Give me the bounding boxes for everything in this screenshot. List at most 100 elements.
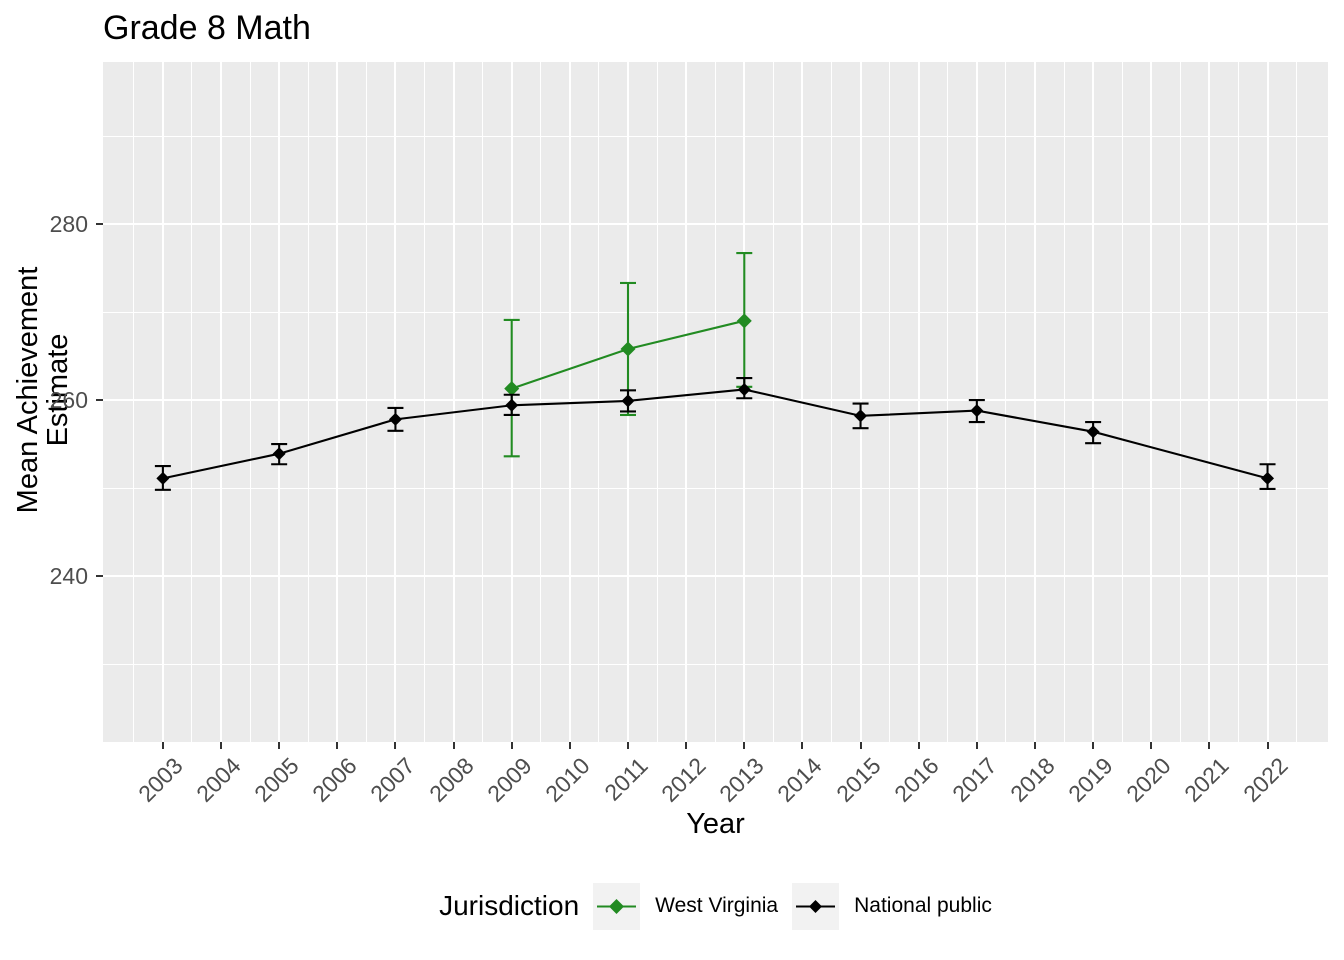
x-major-gridline (1150, 62, 1153, 742)
series-line-national-public (162, 388, 1268, 480)
data-point-national-public-2009 (505, 398, 519, 412)
legend-key-west-virginia-icon (593, 882, 641, 930)
x-tick-label-2004: 2004 (191, 752, 246, 807)
data-point-national-public-2019 (1086, 425, 1100, 439)
x-tick-mark (1266, 742, 1269, 749)
data-point-national-public-2015 (854, 409, 868, 423)
x-minor-gridline (1063, 62, 1065, 742)
x-tick-label-2016: 2016 (888, 752, 944, 807)
x-tick-mark (975, 742, 978, 749)
x-tick-label-2017: 2017 (946, 752, 1002, 807)
chart-title: Grade 8 Math (103, 9, 311, 47)
data-point-national-public-2003 (156, 471, 170, 485)
x-tick-mark (627, 742, 629, 749)
x-minor-gridline (830, 62, 832, 742)
x-major-gridline (1208, 62, 1211, 742)
x-major-gridline (394, 62, 397, 742)
x-tick-label-2015: 2015 (830, 752, 886, 807)
data-point-west-virginia-2009 (504, 381, 520, 397)
x-tick-label-2006: 2006 (307, 752, 362, 807)
x-major-gridline (568, 62, 571, 742)
x-minor-gridline (1296, 62, 1298, 742)
x-major-gridline (743, 62, 746, 742)
x-tick-mark (1150, 742, 1153, 749)
x-tick-label-2014: 2014 (772, 752, 828, 807)
data-point-national-public-2013 (737, 382, 751, 396)
x-tick-label-2011: 2011 (599, 752, 653, 806)
legend-label-west-virginia: West Virginia (655, 894, 779, 917)
x-minor-gridline (424, 62, 425, 742)
x-major-gridline (1266, 62, 1269, 742)
x-major-gridline (859, 62, 862, 742)
x-minor-gridline (249, 62, 251, 742)
legend-key-national-public-icon (792, 882, 840, 930)
x-tick-mark (394, 742, 397, 749)
y-major-gridline (103, 575, 1328, 578)
x-tick-mark (452, 742, 455, 749)
x-minor-gridline (889, 62, 891, 742)
data-point-national-public-2007 (388, 412, 402, 426)
x-minor-gridline (714, 62, 716, 742)
x-major-gridline (917, 62, 920, 742)
x-minor-gridline (1121, 62, 1123, 742)
x-tick-mark (917, 742, 920, 749)
legend-key-point (609, 898, 625, 914)
x-tick-mark (336, 742, 339, 749)
y-minor-gridline (103, 135, 1328, 137)
x-major-gridline (336, 62, 339, 742)
plot-panel (103, 62, 1328, 742)
x-tick-label-2007: 2007 (365, 752, 421, 807)
x-tick-mark (743, 742, 746, 749)
y-tick-label-240: 240 (49, 563, 88, 590)
x-tick-mark (685, 742, 688, 749)
x-tick-label-2009: 2009 (481, 752, 537, 807)
x-major-gridline (685, 62, 688, 742)
legend-entry-national-public: National public (792, 882, 992, 930)
y-tick-label-260: 260 (49, 387, 88, 414)
x-minor-gridline (365, 62, 367, 742)
legend-key-point (809, 899, 823, 913)
x-minor-gridline (1179, 62, 1181, 742)
x-tick-label-2019: 2019 (1063, 752, 1118, 807)
x-minor-gridline (656, 62, 658, 742)
x-tick-mark (1092, 742, 1095, 749)
x-tick-mark (161, 742, 164, 749)
x-minor-gridline (133, 62, 135, 742)
data-point-national-public-2005 (272, 447, 286, 461)
y-tick-mark (96, 223, 103, 225)
x-tick-label-2003: 2003 (132, 752, 188, 807)
y-minor-gridline (103, 311, 1328, 313)
x-tick-label-2020: 2020 (1121, 752, 1176, 807)
x-minor-gridline (540, 62, 542, 742)
data-point-national-public-2017 (970, 404, 984, 418)
x-major-gridline (1092, 62, 1095, 742)
legend: Jurisdiction West Virginia National publi… (103, 882, 1328, 930)
x-tick-mark (278, 742, 281, 749)
x-major-gridline (220, 62, 223, 742)
series-layer (154, 252, 1276, 491)
y-minor-gridline (103, 663, 1328, 665)
legend-entry-west-virginia: West Virginia (593, 882, 779, 930)
x-tick-label-2022: 2022 (1237, 752, 1293, 807)
legend-title: Jurisdiction (439, 890, 580, 921)
y-tick-mark (96, 575, 103, 578)
x-tick-label-2010: 2010 (539, 752, 595, 807)
x-minor-gridline (482, 62, 484, 742)
x-major-gridline (452, 62, 455, 742)
x-tick-mark (801, 742, 804, 749)
data-point-national-public-2022 (1261, 471, 1275, 485)
y-major-gridline (103, 223, 1328, 225)
x-tick-label-2018: 2018 (1005, 752, 1060, 807)
data-point-national-public-2011 (621, 394, 635, 408)
legend-label-national-public: National public (854, 894, 992, 917)
x-minor-gridline (307, 62, 309, 742)
x-tick-label-2013: 2013 (714, 752, 769, 807)
x-major-gridline (1033, 62, 1036, 742)
x-tick-label-2008: 2008 (423, 752, 479, 807)
x-minor-gridline (1237, 62, 1239, 742)
x-tick-mark (1208, 742, 1211, 749)
x-tick-label-2005: 2005 (249, 752, 304, 807)
x-tick-mark (568, 742, 571, 749)
y-tick-label-280: 280 (49, 211, 88, 237)
x-tick-mark (220, 742, 223, 749)
